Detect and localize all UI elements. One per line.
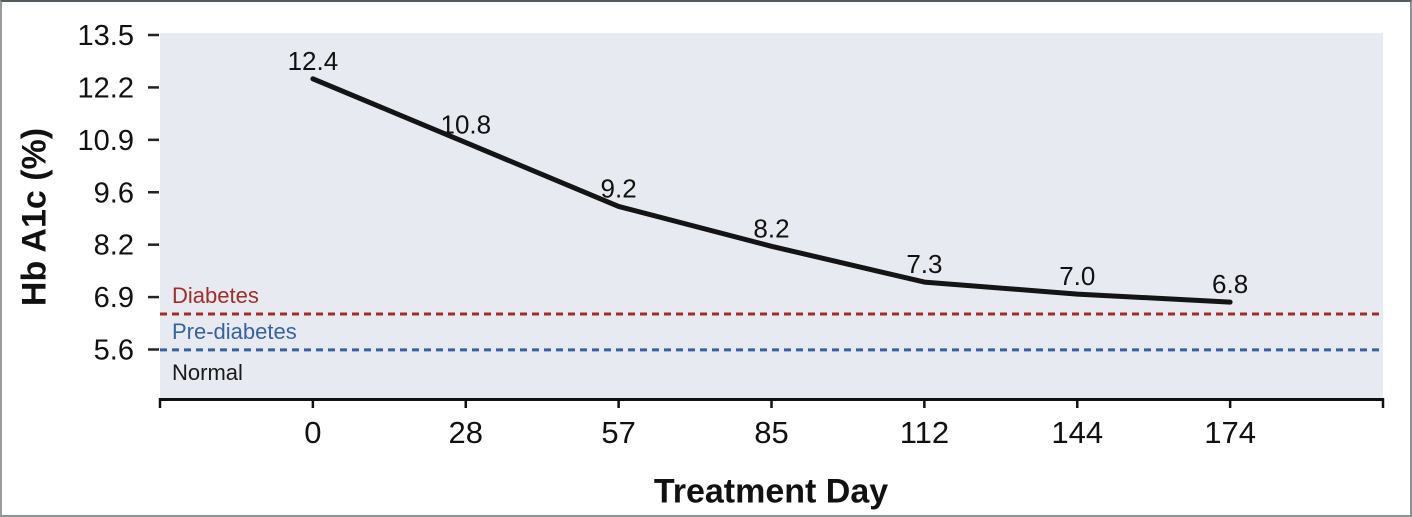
data-point-label: 12.4 [288,46,339,76]
zone-label-diabetes: Diabetes [172,283,259,308]
data-point-label: 7.3 [906,249,942,279]
y-tick-label: 13.5 [78,20,134,52]
x-tick-label: 144 [1051,415,1103,450]
y-tick-label: 5.6 [94,335,134,367]
y-tick-label: 9.6 [94,177,134,209]
plot-area [160,33,1383,398]
y-axis-title: Hb A1c (%) [15,127,54,307]
x-tick-label: 57 [601,415,635,450]
x-tick-label: 174 [1204,415,1256,450]
x-tick-label: 28 [449,415,483,450]
zone-label-normal: Normal [172,360,243,385]
y-tick-label: 6.9 [94,282,134,314]
y-tick-label: 10.9 [78,125,134,157]
hba1c-series-line [310,76,1233,305]
data-point-label: 9.2 [601,173,637,203]
data-point-label: 8.2 [753,213,789,243]
x-axis-title: Treatment Day [653,472,889,511]
x-tick-label: 0 [304,415,321,450]
data-point-label: 10.8 [440,110,491,140]
x-tick-label: 112 [900,415,949,450]
data-point-label: 7.0 [1059,261,1095,291]
x-tick-label: 85 [754,415,788,450]
data-point-label: 6.8 [1212,269,1248,299]
zone-label-pre-diabetes: Pre-diabetes [172,319,297,344]
y-tick-label: 8.2 [94,230,134,262]
y-tick-label: 12.2 [78,72,134,104]
